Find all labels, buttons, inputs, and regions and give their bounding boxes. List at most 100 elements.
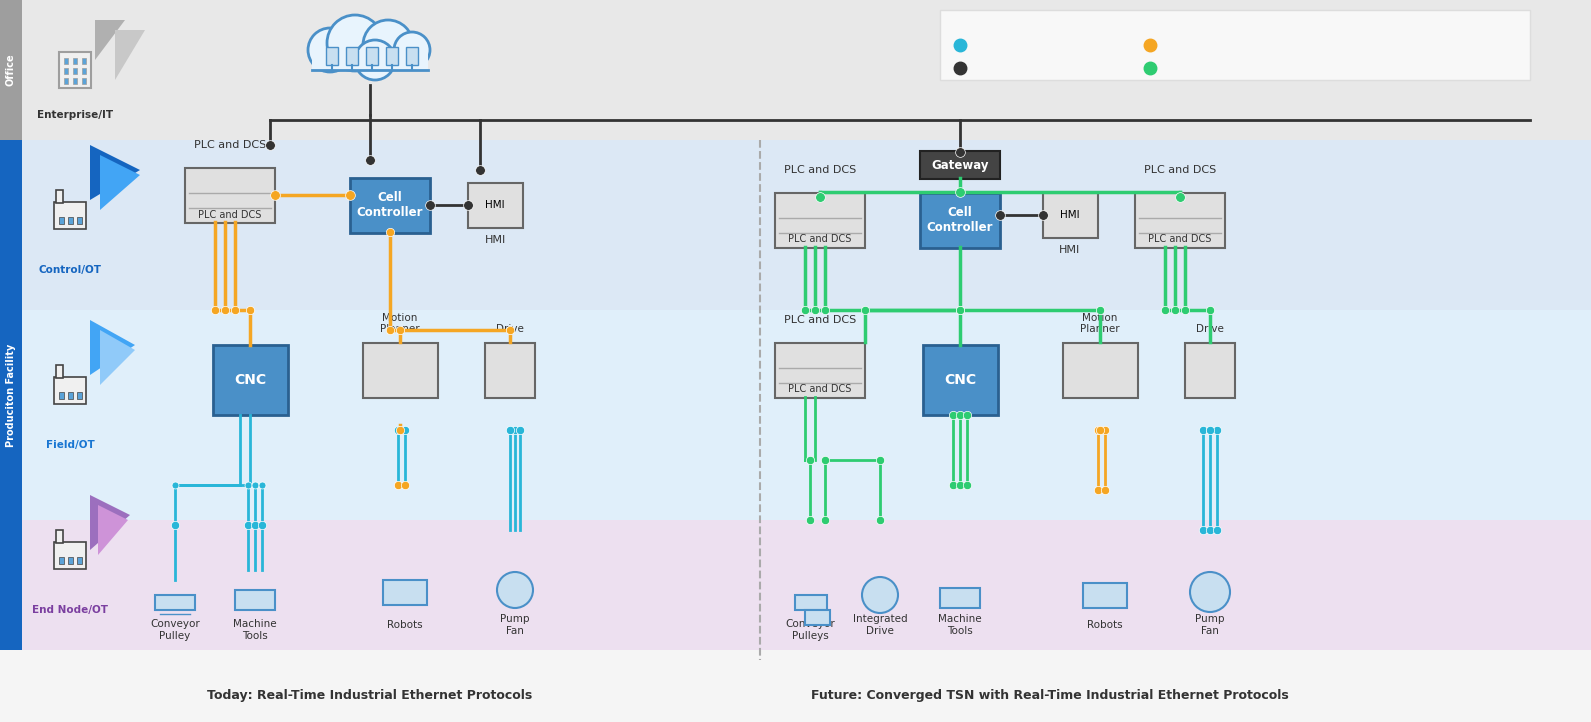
FancyBboxPatch shape (920, 151, 1001, 179)
Bar (383, 580, 426, 605)
FancyBboxPatch shape (54, 376, 86, 404)
Bar (76, 217, 83, 224)
Text: HMI: HMI (484, 235, 506, 245)
Circle shape (309, 28, 352, 72)
Polygon shape (91, 145, 140, 200)
Text: PLC and DCS: PLC and DCS (199, 209, 261, 219)
Bar (1083, 583, 1126, 608)
Bar (76, 557, 83, 564)
Polygon shape (99, 505, 127, 555)
FancyBboxPatch shape (0, 520, 1591, 650)
Text: Integrated
Drive: Integrated Drive (853, 614, 907, 636)
Text: Gb Industrial Ethernet TSN: Gb Industrial Ethernet TSN (1165, 63, 1314, 73)
FancyBboxPatch shape (0, 650, 1591, 722)
Text: RS-485: RS-485 (975, 40, 1015, 50)
Text: Machine
Tools: Machine Tools (939, 614, 982, 636)
Text: PLC and DCS: PLC and DCS (784, 165, 856, 175)
FancyBboxPatch shape (775, 193, 866, 248)
Text: Conveyor
Pulleys: Conveyor Pulleys (784, 619, 835, 641)
Bar (59, 557, 64, 564)
Text: End Node/OT: End Node/OT (32, 605, 108, 615)
Bar (68, 557, 73, 564)
Text: Robots: Robots (387, 620, 423, 630)
Polygon shape (100, 155, 140, 210)
FancyBboxPatch shape (363, 342, 438, 398)
FancyBboxPatch shape (59, 52, 91, 88)
Text: Motion
Planner: Motion Planner (380, 313, 420, 334)
Bar (406, 47, 418, 65)
FancyBboxPatch shape (485, 342, 535, 398)
Text: Produciton Facility: Produciton Facility (6, 344, 16, 447)
Bar (64, 68, 68, 74)
Text: CNC: CNC (234, 373, 266, 387)
Bar (64, 58, 68, 64)
FancyBboxPatch shape (54, 201, 86, 228)
Bar (805, 610, 831, 625)
Text: Drive: Drive (496, 324, 523, 334)
FancyBboxPatch shape (1185, 342, 1235, 398)
Bar (81, 58, 86, 64)
FancyBboxPatch shape (54, 542, 86, 568)
Bar (56, 365, 64, 378)
Circle shape (363, 20, 414, 70)
Text: Robots: Robots (1087, 620, 1123, 630)
FancyBboxPatch shape (940, 10, 1531, 80)
Text: Control/OT: Control/OT (38, 265, 102, 275)
Text: Pump
Fan: Pump Fan (1195, 614, 1225, 636)
Text: HMI: HMI (485, 200, 504, 210)
FancyBboxPatch shape (350, 178, 430, 232)
Bar (235, 590, 275, 610)
FancyBboxPatch shape (1063, 342, 1138, 398)
Circle shape (862, 577, 897, 613)
FancyBboxPatch shape (468, 183, 522, 227)
Bar (154, 595, 196, 610)
Text: Conveyor
Pulley: Conveyor Pulley (150, 619, 200, 641)
Bar (366, 47, 379, 65)
Bar (73, 58, 78, 64)
Text: Gateway: Gateway (931, 159, 988, 172)
Text: Field/OT: Field/OT (46, 440, 94, 450)
Bar (68, 392, 73, 399)
Text: HMI: HMI (1060, 245, 1080, 255)
Bar (56, 530, 64, 543)
Bar (64, 78, 68, 84)
Text: Office: Office (6, 53, 16, 87)
FancyBboxPatch shape (923, 345, 998, 415)
Circle shape (496, 572, 533, 608)
Text: CNC: CNC (943, 373, 975, 387)
Bar (81, 68, 86, 74)
Polygon shape (115, 30, 145, 80)
Bar (312, 50, 428, 70)
Circle shape (395, 32, 430, 68)
Text: Standard Ethernet: Standard Ethernet (975, 63, 1077, 73)
Text: PLC and DCS: PLC and DCS (788, 385, 851, 394)
Text: PLC and DCS: PLC and DCS (1144, 165, 1216, 175)
Bar (81, 78, 86, 84)
FancyBboxPatch shape (0, 140, 22, 650)
Text: 100 Mb Industrial Ethernet: 100 Mb Industrial Ethernet (1165, 40, 1314, 50)
Circle shape (328, 15, 383, 71)
FancyBboxPatch shape (185, 168, 275, 222)
Bar (345, 47, 358, 65)
Text: PLC and DCS: PLC and DCS (784, 315, 856, 325)
Text: PLC and DCS: PLC and DCS (194, 140, 266, 150)
Bar (326, 47, 337, 65)
Bar (76, 392, 83, 399)
Polygon shape (95, 20, 126, 60)
Text: Enterprise/IT: Enterprise/IT (37, 110, 113, 120)
FancyBboxPatch shape (1134, 193, 1225, 248)
FancyBboxPatch shape (775, 342, 866, 398)
Bar (68, 217, 73, 224)
Text: Future: Converged TSN with Real-Time Industrial Ethernet Protocols: Future: Converged TSN with Real-Time Ind… (811, 689, 1289, 702)
FancyBboxPatch shape (0, 0, 22, 140)
FancyBboxPatch shape (920, 193, 1001, 248)
Bar (940, 588, 980, 608)
FancyBboxPatch shape (0, 310, 1591, 520)
Text: Drive: Drive (1196, 324, 1223, 334)
Text: HMI: HMI (1060, 210, 1080, 220)
Bar (59, 217, 64, 224)
Polygon shape (91, 320, 135, 375)
Bar (796, 595, 827, 610)
Polygon shape (91, 495, 130, 550)
FancyBboxPatch shape (0, 140, 1591, 310)
